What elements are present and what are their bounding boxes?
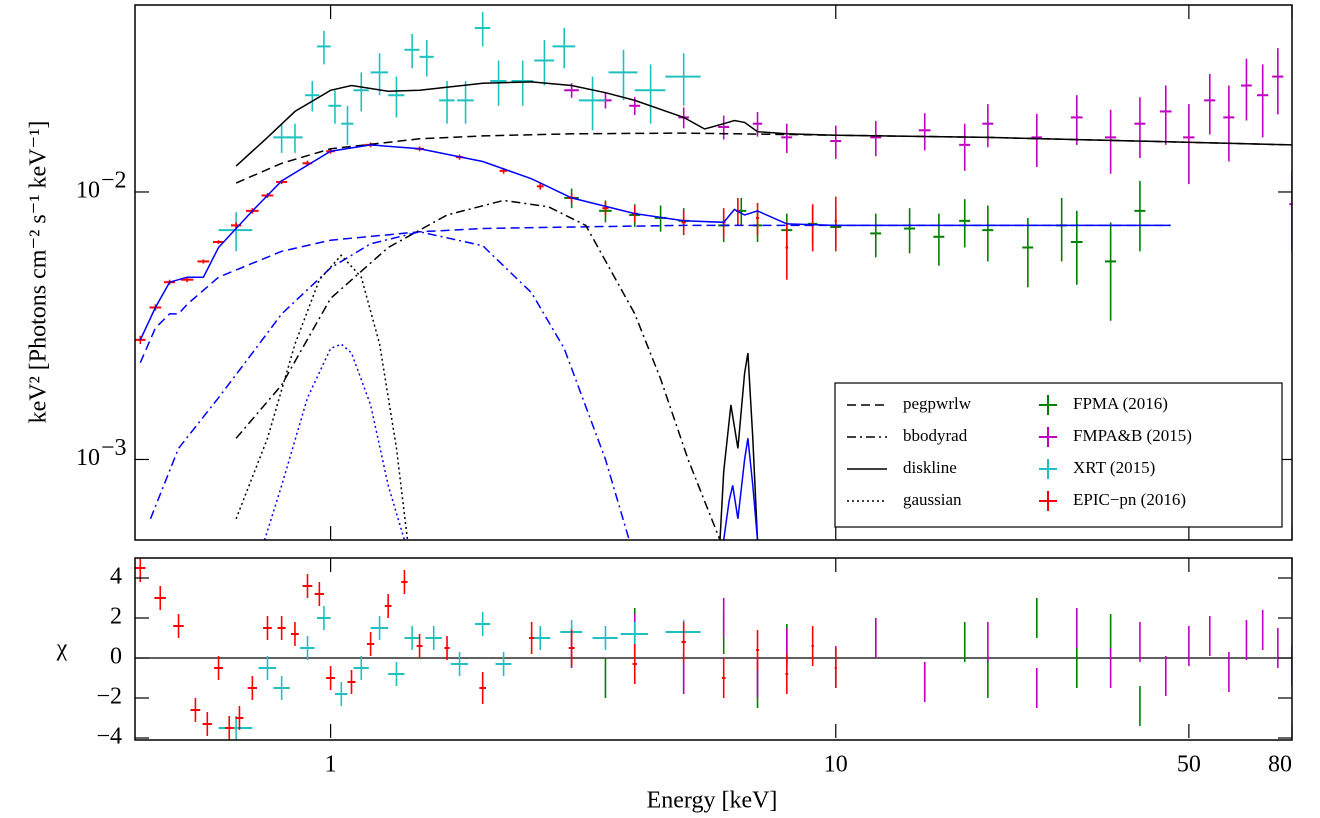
model-component xyxy=(235,199,721,540)
x-tick-label: 10 xyxy=(824,752,848,778)
y-axis-label: χ xyxy=(56,636,68,662)
model-component xyxy=(235,132,1292,184)
legend-box xyxy=(834,382,1283,528)
x-tick-label: 50 xyxy=(1177,752,1201,778)
y-tick-label: 10 xyxy=(76,177,100,203)
legend-label: XRT (2015) xyxy=(1073,458,1155,477)
y-tick-label: −2 xyxy=(96,684,122,710)
y-tick-label: 2 xyxy=(110,604,122,630)
model-component xyxy=(235,254,409,540)
plot-frame xyxy=(134,4,1293,541)
x-axis-label: Energy [keV] xyxy=(647,788,778,814)
y-tick-exponent: −3 xyxy=(101,435,127,461)
model-component xyxy=(263,343,406,540)
legend-label: pegpwrlw xyxy=(903,394,972,413)
y-tick-label: −4 xyxy=(96,724,122,750)
y-tick-label: 0 xyxy=(110,644,122,670)
total-model xyxy=(235,81,1292,167)
y-axis-label: keV² [Photons cm⁻² s⁻¹ keV⁻¹] xyxy=(26,121,52,424)
y-tick-exponent: −2 xyxy=(101,167,127,193)
legend-label: EPIC−pn (2016) xyxy=(1073,490,1186,509)
legend-label: bbodyrad xyxy=(903,426,968,445)
model-component xyxy=(149,231,630,540)
legend-label: FMPA&B (2015) xyxy=(1073,426,1192,445)
legend: pegpwrlw bbodyrad diskline gaussian FPMA (20… xyxy=(834,382,1283,528)
y-tick-label: 10 xyxy=(76,445,100,471)
x-tick-label: 1 xyxy=(325,752,337,778)
y-tick-label: 4 xyxy=(110,564,122,590)
plot-frame xyxy=(134,557,1293,741)
model-component xyxy=(139,224,1171,363)
model-component xyxy=(719,352,759,540)
total-model xyxy=(139,144,1171,341)
x-tick-label: 80 xyxy=(1268,752,1292,778)
residual-plot xyxy=(135,558,1292,740)
model-component xyxy=(722,438,759,540)
spectrum-plot xyxy=(135,12,1292,540)
legend-label: FPMA (2016) xyxy=(1073,394,1168,413)
legend-label: gaussian xyxy=(903,490,962,509)
legend-label: diskline xyxy=(903,458,957,477)
